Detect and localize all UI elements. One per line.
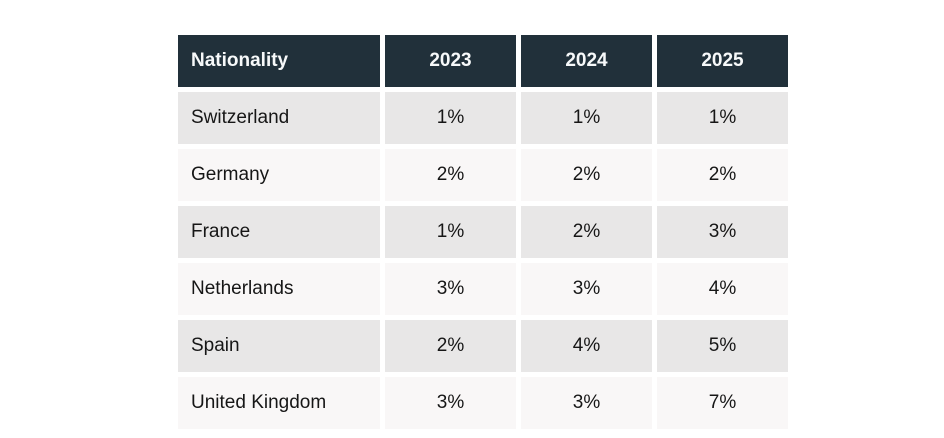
header-2025: 2025 xyxy=(657,35,788,87)
table-row: Spain 2% 4% 5% xyxy=(178,320,788,372)
value-cell: 4% xyxy=(521,320,652,372)
value-cell: 1% xyxy=(385,206,516,258)
nationality-cell: United Kingdom xyxy=(178,377,380,429)
nationality-cell: Spain xyxy=(178,320,380,372)
value-cell: 3% xyxy=(657,206,788,258)
header-nationality: Nationality xyxy=(178,35,380,87)
value-cell: 2% xyxy=(521,206,652,258)
header-row: Nationality 2023 2024 2025 xyxy=(178,35,788,87)
table-body: Switzerland 1% 1% 1% Germany 2% 2% 2% France 1% 2%… xyxy=(178,92,788,429)
value-cell: 2% xyxy=(385,320,516,372)
value-cell: 1% xyxy=(385,92,516,144)
nationality-cell: France xyxy=(178,206,380,258)
nationality-share-table: Nationality 2023 2024 2025 Switzerland 1%… xyxy=(173,30,793,434)
value-cell: 2% xyxy=(521,149,652,201)
table-row: Germany 2% 2% 2% xyxy=(178,149,788,201)
value-cell: 7% xyxy=(657,377,788,429)
table-row: United Kingdom 3% 3% 7% xyxy=(178,377,788,429)
nationality-cell: Netherlands xyxy=(178,263,380,315)
nationality-cell: Switzerland xyxy=(178,92,380,144)
header-2023: 2023 xyxy=(385,35,516,87)
value-cell: 2% xyxy=(657,149,788,201)
table-row: Netherlands 3% 3% 4% xyxy=(178,263,788,315)
header-2024: 2024 xyxy=(521,35,652,87)
value-cell: 1% xyxy=(521,92,652,144)
table-header: Nationality 2023 2024 2025 xyxy=(178,35,788,87)
value-cell: 3% xyxy=(385,377,516,429)
value-cell: 1% xyxy=(657,92,788,144)
value-cell: 2% xyxy=(385,149,516,201)
value-cell: 5% xyxy=(657,320,788,372)
table-row: France 1% 2% 3% xyxy=(178,206,788,258)
value-cell: 3% xyxy=(521,263,652,315)
value-cell: 3% xyxy=(385,263,516,315)
nationality-cell: Germany xyxy=(178,149,380,201)
value-cell: 3% xyxy=(521,377,652,429)
table-row: Switzerland 1% 1% 1% xyxy=(178,92,788,144)
value-cell: 4% xyxy=(657,263,788,315)
